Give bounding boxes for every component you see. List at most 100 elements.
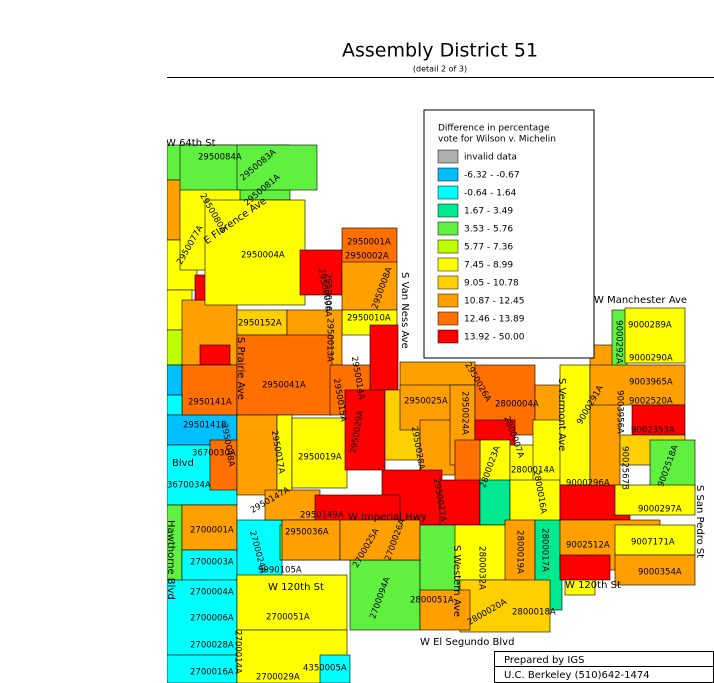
- legend-swatch: [437, 167, 459, 182]
- precinct-area: [339, 519, 421, 561]
- precinct-label: 9007171A: [631, 538, 675, 548]
- precinct-area: [614, 554, 696, 586]
- precinct-area: [439, 479, 481, 526]
- precinct-label: 2800032A: [477, 546, 487, 590]
- precinct-label: 2700029A: [256, 673, 300, 683]
- precinct-label: 2950084A: [198, 153, 242, 163]
- legend-swatch: [437, 329, 459, 344]
- precinct-area: [532, 419, 564, 486]
- precinct-label: 2950141A: [188, 398, 232, 408]
- precinct-area: [564, 579, 596, 596]
- footer: Prepared by IGS U.C. Berkeley (510)642-1…: [494, 651, 714, 683]
- precinct-area: [319, 654, 351, 683]
- legend-label: 5.77 - 7.36: [464, 243, 513, 253]
- precinct-area: [236, 574, 348, 631]
- legend-label: 10.87 - 12.45: [464, 297, 525, 307]
- precinct-label: 2950013A: [325, 318, 335, 362]
- precinct-area: [209, 439, 241, 491]
- precinct-area: [559, 554, 611, 581]
- precinct-label: 9002353A: [631, 426, 675, 436]
- legend-label: 9.05 - 10.78: [464, 279, 519, 289]
- precinct-label: 9002512A: [566, 541, 610, 551]
- street-label: W Imperial Hwy: [348, 512, 427, 523]
- street-label: Hawthorne Blvd: [165, 520, 176, 600]
- precinct-label: 9990105A: [258, 566, 302, 576]
- precinct-label: 2950025A: [404, 397, 448, 407]
- precinct-area: [204, 199, 306, 306]
- legend-label: 12.46 - 13.89: [464, 315, 525, 325]
- legend-label: invalid data: [464, 153, 517, 163]
- precinct-area: [624, 307, 686, 364]
- legend-swatch: [437, 293, 459, 308]
- precinct-label: 2700001A: [190, 526, 234, 536]
- precinct-label: 9003956A: [615, 390, 625, 434]
- precinct-label: 2800014A: [511, 466, 555, 476]
- legend-swatch: [437, 185, 459, 200]
- precinct-label: 9000292A: [614, 320, 624, 364]
- street-label: W 64th St: [166, 138, 216, 149]
- precinct-label: 2700006A: [190, 614, 234, 624]
- precinct-area: [264, 489, 321, 521]
- precinct-area: [291, 417, 348, 489]
- precinct-label: 2950019A: [298, 453, 342, 463]
- precinct-area: [649, 439, 696, 491]
- precinct-label: 2950010A: [347, 314, 391, 324]
- left-margin: [0, 0, 167, 683]
- precinct-area: [166, 394, 183, 416]
- map: [166, 144, 696, 683]
- precinct-label: 2700028A: [190, 641, 234, 651]
- precinct-area: [631, 404, 686, 436]
- street-label: S San Pedro St: [694, 485, 705, 558]
- precinct-label: 2800018A: [512, 608, 556, 618]
- precinct-area: [166, 654, 238, 683]
- legend-label: -6.32 - -0.67: [464, 171, 520, 181]
- precinct-area: [341, 227, 398, 264]
- precinct-area: [614, 524, 696, 556]
- street-label: W Manchester Ave: [594, 295, 687, 306]
- precinct-area: [419, 589, 471, 631]
- precinct-label: 9000290A: [629, 354, 673, 364]
- precinct-label: 9000289A: [628, 321, 672, 331]
- precinct-label: 2800004A: [495, 400, 539, 410]
- precinct-area: [509, 479, 561, 526]
- legend-label: 7.45 - 8.99: [464, 261, 513, 271]
- precinct-area: [181, 549, 238, 581]
- precinct-area: [166, 579, 238, 656]
- precinct-area: [281, 519, 341, 561]
- precinct-label: 2700003A: [190, 558, 234, 568]
- footer-text: Prepared by IGS: [504, 655, 584, 666]
- precinct-label: 2800019A: [515, 530, 525, 574]
- precinct-label: 2800017A: [540, 528, 550, 572]
- precinct-label: 2950002A: [345, 252, 389, 262]
- precinct-area: [166, 364, 183, 396]
- precinct-area: [236, 334, 333, 416]
- precinct-area: [479, 479, 511, 526]
- precinct-area: [349, 559, 421, 631]
- precinct-area: [419, 419, 456, 476]
- legend-label: -0.64 - 1.64: [464, 189, 517, 199]
- precinct-label: 2950041A: [262, 381, 306, 391]
- street-label: W 120th St: [268, 582, 324, 593]
- street-label: W 120th St: [565, 580, 621, 591]
- top-margin: [0, 0, 714, 78]
- precinct-label: 2950152A: [238, 319, 282, 329]
- legend-swatch: [437, 203, 459, 218]
- street-label: Blvd: [172, 458, 194, 469]
- precinct-label: 2950036A: [285, 528, 329, 538]
- legend-swatch: [437, 257, 459, 272]
- precinct-label: 9002567B: [620, 446, 630, 490]
- legend-label: 1.67 - 3.49: [464, 207, 513, 217]
- legend-swatch: [437, 239, 459, 254]
- footer-text: U.C. Berkeley (510)642-1474: [504, 670, 650, 681]
- precinct-area: [614, 484, 696, 516]
- precinct-area: [459, 579, 551, 633]
- precinct-label: 9000296A: [566, 479, 610, 489]
- subtitle: (detail 2 of 3): [413, 65, 467, 74]
- legend-swatch: [437, 311, 459, 326]
- legend-label: 13.92 - 50.00: [464, 333, 525, 343]
- street-label: S Western Ave: [451, 545, 462, 617]
- precinct-label: 2950004A: [241, 251, 285, 261]
- precinct-label: 9000354A: [638, 568, 682, 578]
- precinct-label: 2950149A: [300, 511, 344, 521]
